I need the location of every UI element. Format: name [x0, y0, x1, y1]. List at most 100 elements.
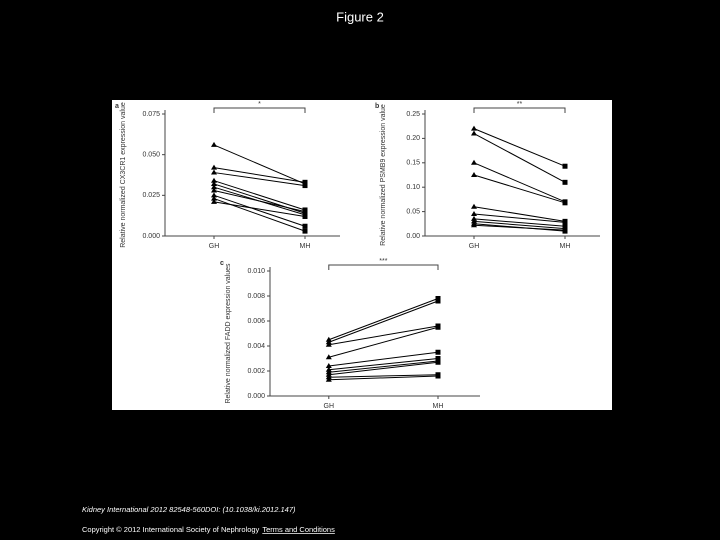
y-tick-label: 0.010 — [247, 268, 265, 275]
pair-line — [473, 213, 566, 223]
y-tick-label: 0.15 — [406, 160, 420, 167]
pair-line — [473, 174, 566, 204]
triangle-marker — [211, 192, 217, 198]
square-marker — [302, 213, 308, 219]
figure: 0.000 0.025 0.050 0.075 GH MH Relative normali… — [112, 100, 612, 410]
x-tick-label: GH — [209, 243, 220, 250]
pair-line — [473, 206, 566, 222]
square-marker — [302, 228, 308, 234]
figure-panel — [112, 100, 612, 410]
pair-line — [213, 144, 306, 185]
triangle-marker — [471, 211, 477, 217]
pair-line — [328, 358, 439, 371]
triangle-marker — [211, 169, 217, 175]
triangle-marker — [211, 187, 217, 193]
pair-line — [213, 201, 306, 217]
triangle-marker — [471, 203, 477, 209]
y-tick-label: 0.20 — [406, 135, 420, 142]
triangle-marker — [211, 164, 217, 170]
x-tick-label: GH — [324, 403, 335, 410]
significance-annotation: ** — [517, 101, 523, 108]
triangle-marker — [471, 125, 477, 131]
square-marker — [435, 349, 441, 355]
y-tick-label: 0.006 — [247, 318, 265, 325]
x-tick-label: MH — [560, 243, 571, 250]
square-marker — [435, 359, 441, 365]
triangle-marker — [211, 141, 217, 147]
triangle-marker — [211, 177, 217, 183]
triangle-marker — [211, 184, 217, 190]
significance-bracket — [328, 264, 439, 270]
significance-annotation: *** — [379, 258, 387, 265]
panel-label: c — [220, 260, 224, 267]
significance-bracket — [473, 107, 566, 113]
pair-line — [213, 172, 306, 187]
pair-line — [328, 298, 439, 341]
square-marker — [435, 298, 441, 304]
square-marker — [562, 200, 568, 206]
triangle-marker — [211, 195, 217, 201]
y-tick-label: 0.050 — [142, 152, 160, 159]
y-tick-label: 0.075 — [142, 111, 160, 118]
pair-line — [473, 128, 566, 167]
y-tick-label: 0.05 — [406, 208, 420, 215]
square-marker — [302, 179, 308, 185]
y-tick-label: 0.25 — [406, 111, 420, 118]
triangle-marker — [211, 180, 217, 186]
square-marker — [302, 183, 308, 189]
triangle-marker — [325, 376, 332, 382]
y-axis-label: Relative normalized PSMB9 expression val… — [380, 104, 387, 246]
x-tick-label: GH — [469, 243, 480, 250]
pair-line — [213, 167, 306, 183]
panel-label: b — [375, 103, 379, 110]
significance-bracket — [213, 107, 306, 113]
pair-line — [328, 375, 439, 381]
pair-line — [328, 326, 439, 358]
pair-line — [473, 224, 566, 231]
pair-line — [473, 220, 566, 230]
y-tick-label: 0.008 — [247, 293, 265, 300]
square-marker — [302, 223, 308, 229]
x-tick-label: MH — [300, 243, 311, 250]
triangle-marker — [325, 341, 332, 347]
square-marker — [435, 373, 441, 379]
pair-line — [473, 218, 566, 227]
pair-line — [328, 300, 439, 343]
triangle-marker — [471, 159, 477, 165]
pair-line — [328, 325, 439, 346]
copyright-text: Copyright © 2012 International Society o… — [82, 525, 260, 534]
pair-line — [328, 360, 439, 373]
significance-annotation: * — [258, 101, 261, 108]
y-tick-label: 0.002 — [247, 368, 265, 375]
terms-link[interactable]: Terms and Conditions — [262, 525, 335, 534]
panel-label: a — [115, 103, 119, 110]
pair-line — [328, 351, 439, 367]
triangle-marker — [471, 172, 477, 177]
y-tick-label: 0.00 — [406, 233, 420, 240]
citation: Kidney International 2012 82548-560DOI: … — [82, 505, 296, 514]
square-marker — [562, 179, 568, 185]
y-tick-label: 0.004 — [247, 343, 265, 350]
y-tick-label: 0.10 — [406, 184, 420, 191]
triangle-marker — [471, 222, 477, 228]
triangle-marker — [211, 198, 217, 204]
copyright: Copyright © 2012 International Society o… — [82, 525, 335, 534]
pair-line — [213, 194, 306, 227]
pair-line — [213, 180, 306, 211]
y-tick-label: 0.000 — [247, 393, 265, 400]
triangle-marker — [325, 363, 332, 368]
y-axis-label: Relative normalized FADD expression valu… — [225, 263, 232, 404]
square-marker — [562, 227, 568, 233]
y-tick-label: 0.000 — [142, 233, 160, 240]
pair-line — [473, 162, 566, 203]
pair-line — [213, 189, 306, 213]
y-axis-label: Relative normalized CX3CR1 expression va… — [120, 102, 127, 248]
triangle-marker — [471, 130, 477, 136]
x-tick-label: MH — [433, 403, 444, 410]
pair-line — [328, 361, 439, 376]
pair-line — [328, 374, 439, 378]
slide-title: Figure 2 — [336, 9, 384, 24]
square-marker — [435, 324, 441, 330]
